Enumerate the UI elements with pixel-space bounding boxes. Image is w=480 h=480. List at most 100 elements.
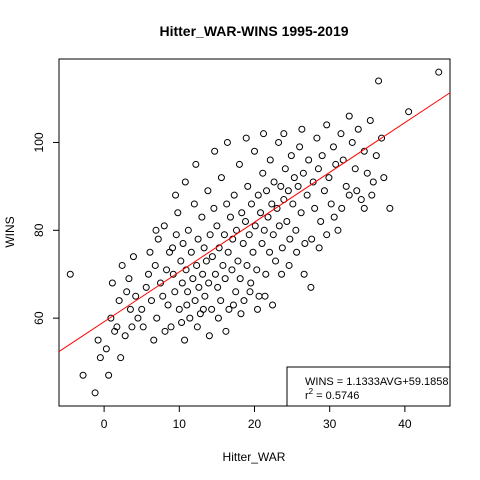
data-point (378, 134, 386, 142)
data-point (280, 130, 288, 138)
data-point (284, 187, 292, 195)
data-point (348, 138, 356, 146)
data-point (175, 305, 183, 313)
data-point (121, 332, 129, 340)
data-point (226, 213, 234, 221)
data-point (285, 261, 293, 269)
data-point (214, 283, 222, 291)
data-point (217, 297, 225, 305)
data-point (354, 125, 362, 133)
data-point (273, 204, 281, 212)
data-point (232, 288, 240, 296)
data-point (303, 191, 311, 199)
data-point (281, 165, 289, 173)
data-point (357, 196, 365, 204)
data-point (107, 314, 115, 322)
data-point (242, 134, 250, 142)
data-point (290, 174, 298, 182)
regression-line (58, 92, 451, 353)
data-point (254, 305, 262, 313)
data-point (238, 209, 246, 217)
data-point (259, 169, 267, 177)
data-point (164, 301, 172, 309)
data-point (167, 323, 175, 331)
x-tick-label: 40 (398, 417, 412, 431)
data-point (193, 261, 201, 269)
data-point (195, 283, 203, 291)
data-point (152, 226, 160, 234)
data-point (269, 301, 277, 309)
data-point (245, 231, 253, 239)
data-point (102, 345, 110, 353)
data-point (211, 147, 219, 155)
data-point (166, 248, 174, 256)
data-point (171, 288, 179, 296)
y-axis: 60 80 100 (32, 132, 59, 325)
data-point (278, 270, 286, 278)
data-point (146, 248, 154, 256)
data-point (221, 275, 229, 283)
data-point (332, 160, 340, 168)
data-point (305, 156, 313, 164)
data-point (138, 305, 146, 313)
data-point (183, 301, 191, 309)
data-point (190, 200, 198, 208)
data-point (254, 191, 262, 199)
data-point (205, 279, 213, 287)
data-point (225, 305, 233, 313)
data-point (191, 297, 199, 305)
data-point (66, 270, 74, 278)
data-point (179, 239, 187, 247)
data-point (125, 275, 133, 283)
data-point (300, 270, 308, 278)
data-point (366, 116, 374, 124)
data-point (139, 323, 147, 331)
data-point (96, 354, 104, 362)
data-point (298, 125, 306, 133)
data-point (283, 218, 291, 226)
data-point (345, 112, 353, 120)
data-point (308, 235, 316, 243)
data-point (251, 147, 258, 155)
data-point (208, 305, 216, 313)
data-point (315, 244, 323, 252)
data-point (435, 68, 443, 76)
data-point (253, 266, 261, 274)
data-point (187, 248, 195, 256)
data-point (229, 301, 237, 309)
x-tick-label: 0 (101, 417, 108, 431)
data-point (386, 204, 394, 212)
data-point (260, 226, 268, 234)
data-point (269, 231, 277, 239)
data-point (330, 213, 338, 221)
data-point (239, 239, 247, 247)
data-point (246, 288, 254, 296)
data-point (289, 200, 297, 208)
data-point (235, 160, 243, 168)
data-point (301, 239, 309, 247)
data-point (174, 209, 182, 217)
data-point (163, 266, 171, 274)
data-point (327, 200, 335, 208)
data-point (247, 200, 255, 208)
data-point (262, 270, 270, 278)
data-point (206, 231, 214, 239)
data-point (147, 297, 155, 305)
data-point (286, 235, 294, 243)
x-axis-label: Hitter_WAR (223, 450, 286, 464)
data-point (184, 288, 192, 296)
data-point (360, 204, 368, 212)
x-tick-label: 20 (248, 417, 262, 431)
data-point (230, 191, 238, 199)
x-tick-label: 10 (173, 417, 187, 431)
data-point (372, 152, 380, 160)
data-point (270, 178, 278, 186)
data-point (211, 270, 219, 278)
data-point (263, 187, 271, 195)
data-point (150, 336, 158, 344)
data-point (353, 187, 361, 195)
data-point (325, 174, 333, 182)
data-point (142, 283, 150, 291)
data-point (255, 292, 263, 300)
